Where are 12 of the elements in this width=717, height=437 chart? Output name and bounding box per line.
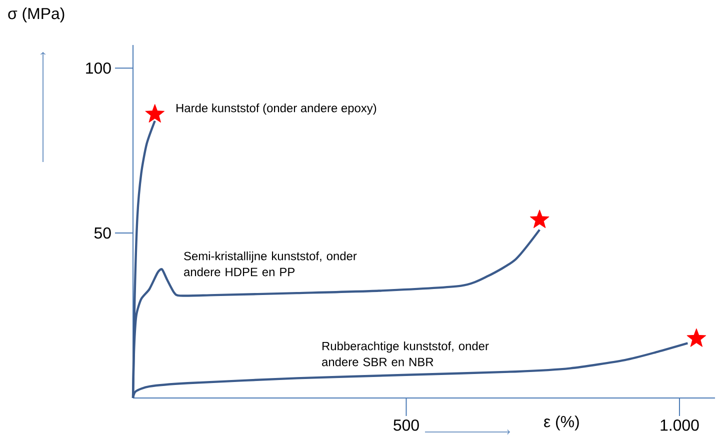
y-tick-label: 50 — [94, 227, 111, 239]
point — [686, 328, 706, 347]
x-axis-title: ε (%) — [544, 416, 579, 430]
y-axis-title: σ (MPa) — [8, 8, 64, 22]
point — [530, 210, 550, 228]
y-tick-label: 100 — [86, 62, 111, 74]
point — [145, 104, 165, 123]
x-tick-label: 500 — [394, 420, 419, 431]
annotation: Rubberachtige kunststof, onder andere SBR en NBR — [322, 342, 489, 366]
annotation: Harde kunststof (onder andere epoxy) — [176, 104, 376, 115]
x-tick-label: 1.000 — [660, 420, 699, 431]
annotation: Semi-kristallijne kunststof, onder andere HDPE en PP — [184, 252, 357, 276]
